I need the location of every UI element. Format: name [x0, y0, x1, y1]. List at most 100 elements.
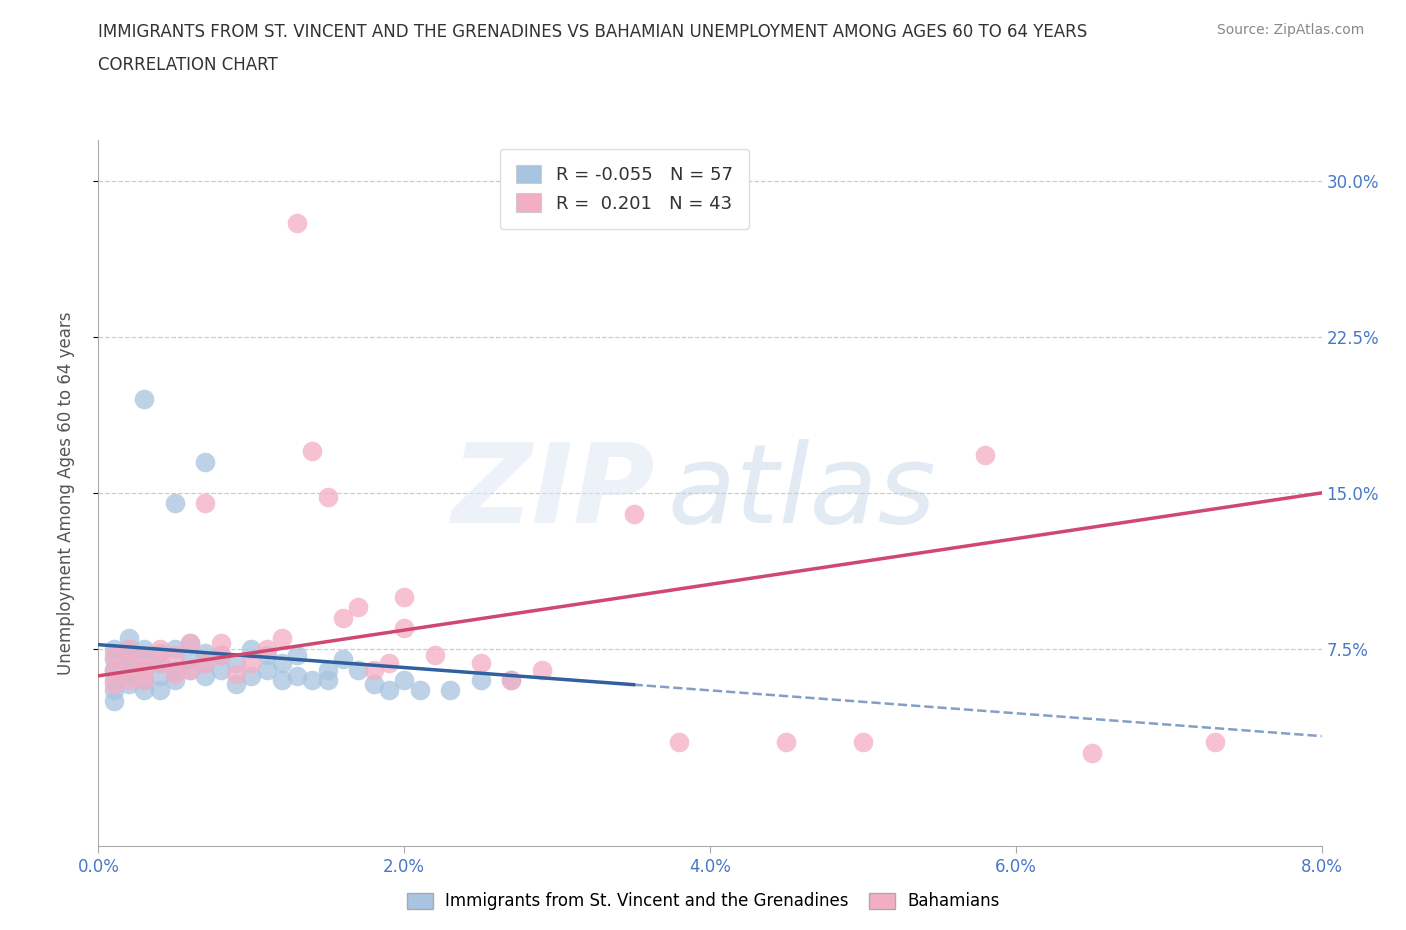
Point: [316, 662, 339, 677]
Point: [163, 642, 186, 657]
Point: [270, 672, 294, 687]
Point: [149, 642, 172, 657]
Point: [775, 735, 797, 750]
Point: [118, 642, 141, 657]
Point: [392, 672, 416, 687]
Point: [103, 662, 125, 677]
Point: [256, 647, 278, 662]
Point: [103, 677, 125, 692]
Legend: R = -0.055   N = 57, R =  0.201   N = 43: R = -0.055 N = 57, R = 0.201 N = 43: [499, 149, 749, 229]
Point: [149, 656, 172, 671]
Point: [134, 652, 156, 667]
Point: [103, 647, 125, 662]
Point: [103, 652, 125, 667]
Point: [332, 652, 354, 667]
Point: [270, 656, 294, 671]
Point: [270, 631, 294, 645]
Point: [209, 662, 232, 677]
Point: [285, 647, 308, 662]
Point: [240, 642, 263, 657]
Point: [974, 448, 997, 463]
Point: [852, 735, 875, 750]
Point: [134, 683, 156, 698]
Point: [285, 215, 308, 230]
Point: [118, 631, 141, 645]
Point: [118, 666, 141, 681]
Point: [118, 656, 141, 671]
Text: CORRELATION CHART: CORRELATION CHART: [98, 56, 278, 73]
Point: [134, 652, 156, 667]
Point: [194, 669, 217, 684]
Text: Source: ZipAtlas.com: Source: ZipAtlas.com: [1216, 23, 1364, 37]
Point: [209, 647, 232, 662]
Point: [301, 672, 323, 687]
Point: [501, 672, 523, 687]
Point: [134, 392, 156, 406]
Point: [240, 656, 263, 671]
Point: [194, 645, 217, 660]
Point: [118, 647, 141, 662]
Point: [134, 662, 156, 677]
Point: [316, 672, 339, 687]
Point: [134, 662, 156, 677]
Point: [194, 656, 217, 671]
Point: [163, 647, 186, 662]
Point: [179, 662, 201, 677]
Point: [347, 600, 370, 615]
Point: [363, 677, 385, 692]
Point: [118, 672, 141, 687]
Point: [225, 677, 247, 692]
Point: [118, 677, 141, 692]
Point: [470, 672, 492, 687]
Point: [103, 683, 125, 698]
Point: [179, 635, 201, 650]
Point: [179, 652, 201, 667]
Point: [194, 454, 217, 469]
Point: [163, 662, 186, 677]
Text: atlas: atlas: [668, 439, 936, 547]
Point: [423, 647, 446, 662]
Text: ZIP: ZIP: [451, 439, 655, 547]
Point: [225, 656, 247, 671]
Point: [163, 496, 186, 511]
Point: [103, 642, 125, 657]
Y-axis label: Unemployment Among Ages 60 to 64 years: Unemployment Among Ages 60 to 64 years: [56, 312, 75, 674]
Point: [530, 662, 553, 677]
Point: [501, 672, 523, 687]
Point: [408, 683, 430, 698]
Point: [103, 694, 125, 709]
Point: [149, 656, 172, 671]
Point: [347, 662, 370, 677]
Point: [623, 506, 645, 521]
Legend: Immigrants from St. Vincent and the Grenadines, Bahamians: Immigrants from St. Vincent and the Gren…: [401, 885, 1005, 917]
Point: [149, 645, 172, 660]
Point: [194, 496, 217, 511]
Point: [378, 656, 401, 671]
Point: [1081, 745, 1104, 760]
Point: [316, 489, 339, 504]
Point: [163, 666, 186, 681]
Point: [103, 672, 125, 687]
Point: [103, 662, 125, 677]
Point: [301, 444, 323, 458]
Point: [118, 656, 141, 671]
Point: [149, 669, 172, 684]
Point: [209, 647, 232, 662]
Point: [209, 635, 232, 650]
Point: [149, 683, 172, 698]
Point: [668, 735, 690, 750]
Point: [378, 683, 401, 698]
Point: [179, 635, 201, 650]
Point: [134, 672, 156, 687]
Point: [1204, 735, 1226, 750]
Point: [118, 642, 141, 657]
Point: [134, 642, 156, 657]
Point: [363, 662, 385, 677]
Point: [256, 642, 278, 657]
Point: [392, 590, 416, 604]
Point: [439, 683, 461, 698]
Point: [179, 662, 201, 677]
Point: [392, 620, 416, 635]
Point: [240, 669, 263, 684]
Point: [163, 672, 186, 687]
